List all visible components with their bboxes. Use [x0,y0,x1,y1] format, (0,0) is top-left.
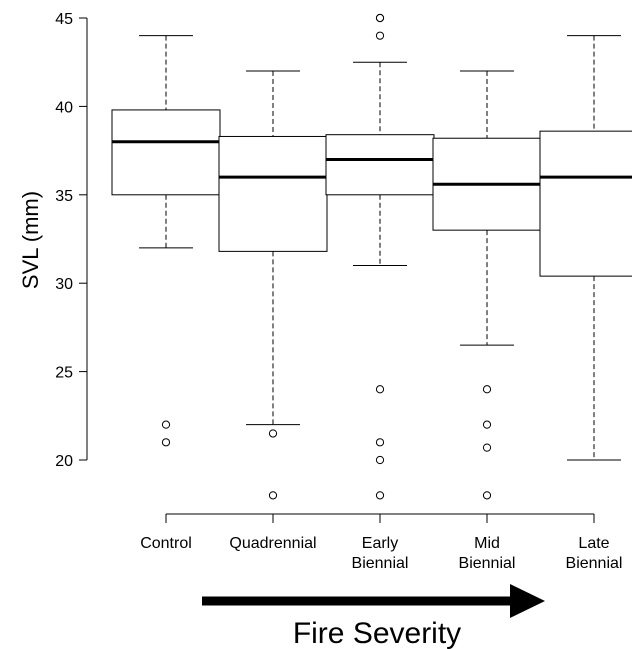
y-axis-title: SVL (mm) [18,191,43,289]
x-tick-label: Biennial [352,555,409,572]
x-tick-label: Biennial [459,555,516,572]
iqr-box [539,130,632,277]
y-axis: 20 25 30 35 40 45 [55,11,88,470]
outlier-point [482,443,492,452]
outlier-point [375,31,385,40]
outlier-point [161,420,171,429]
box-4 [432,70,542,500]
iqr-box [218,135,328,252]
y-tick-label: 25 [55,365,73,382]
fire-severity-arrow [202,584,545,618]
iqr-box [111,109,221,196]
y-tick-label: 45 [55,11,73,28]
box-5 [539,35,632,461]
box-3 [325,13,435,500]
box-1 [111,35,221,447]
y-tick-label: 40 [55,99,73,116]
iqr-box [325,134,435,196]
arrow-head [510,584,545,618]
outlier-point [375,455,385,465]
y-tick-label: 30 [55,276,73,293]
y-tick-label: 35 [55,188,73,205]
x-tick-label: Biennial [566,555,623,572]
x-tick-label: Mid [474,535,500,552]
x-tick-label: Quadrennial [229,535,316,552]
x-axis: Control Quadrennial Early Biennial Mid Bienni… [140,513,623,572]
outlier-point [482,420,492,429]
outlier-point [482,491,492,500]
x-tick-label: Early [362,535,398,552]
outlier-point [375,385,385,394]
outlier-point [161,438,171,447]
boxes [111,13,632,500]
outlier-point [375,13,385,23]
outlier-point [375,491,385,500]
fire-severity-label: Fire Severity [293,617,461,649]
outlier-point [375,438,385,447]
outlier-point [268,491,278,500]
outlier-point [268,429,278,438]
outlier-point [482,385,492,394]
x-tick-label: Late [578,535,609,552]
y-tick-label: 20 [55,453,73,470]
x-tick-label: Control [140,535,192,552]
box-2 [218,70,328,500]
